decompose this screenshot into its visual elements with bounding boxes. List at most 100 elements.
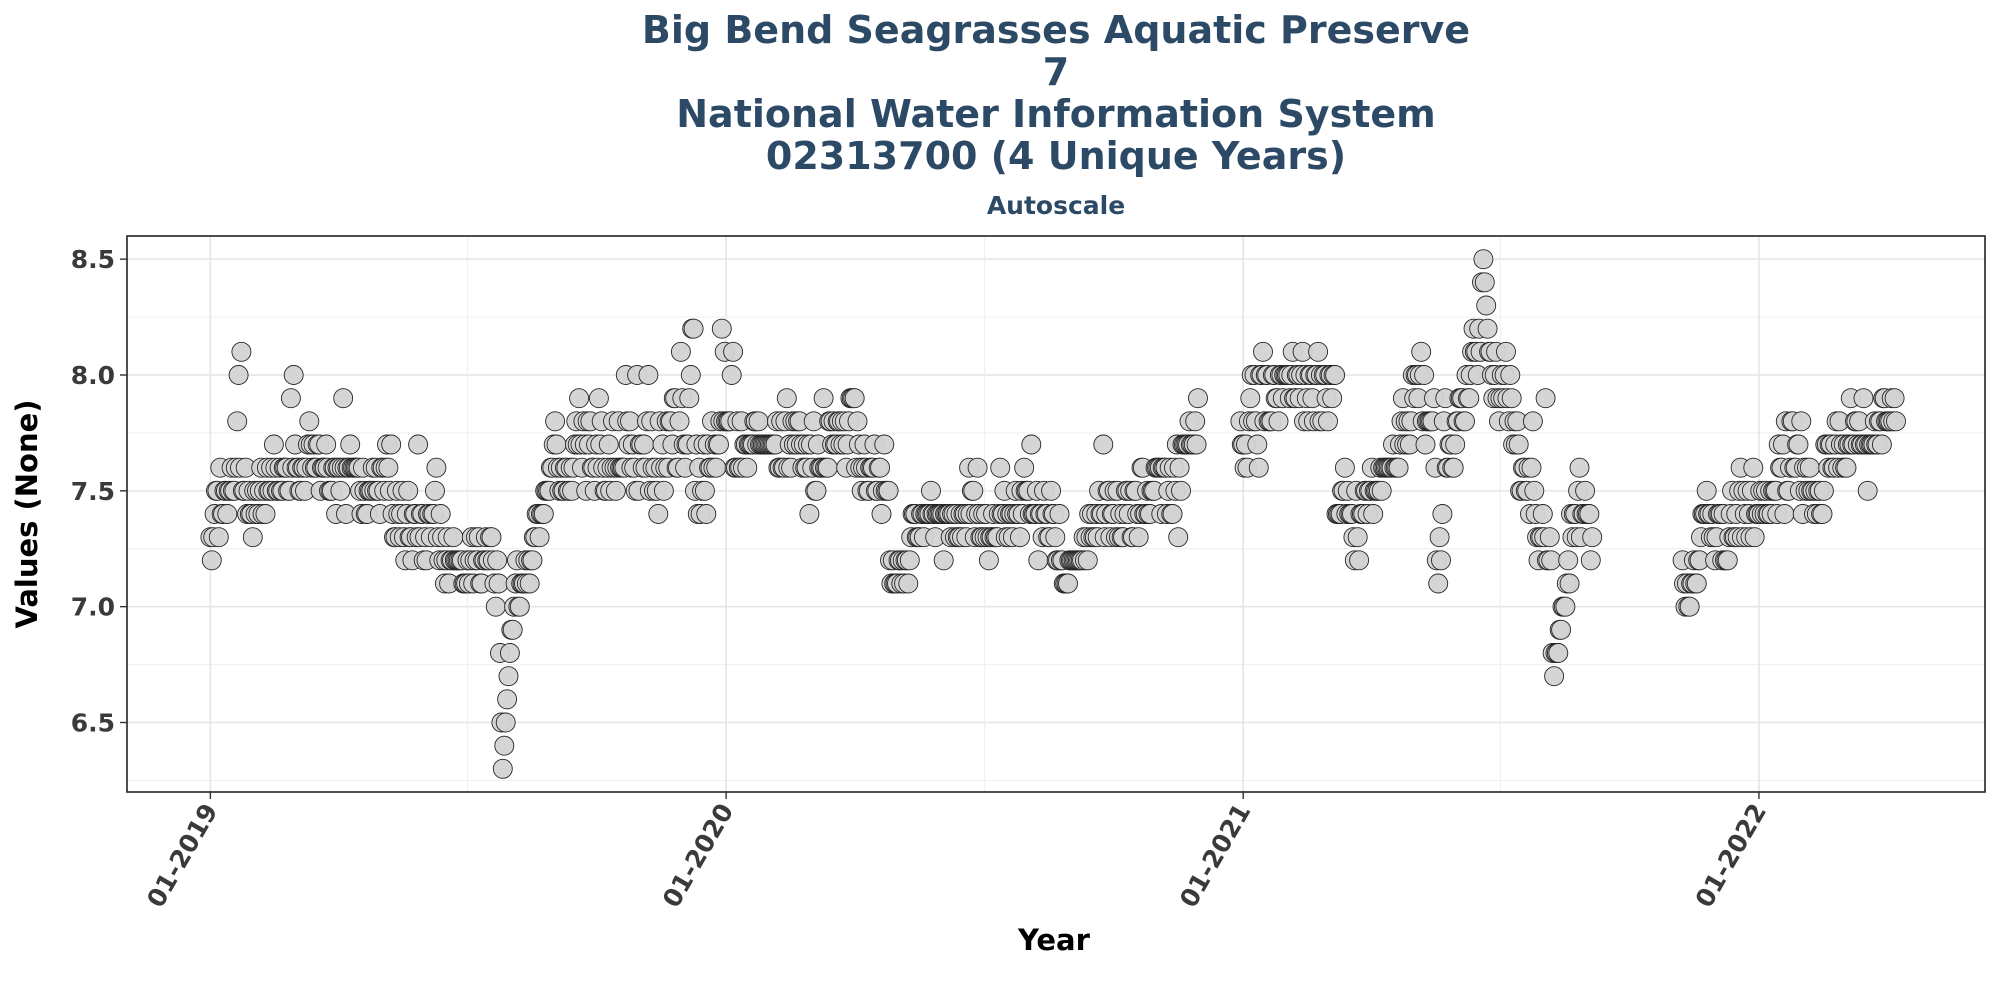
- data-point: [1428, 573, 1449, 594]
- data-point: [1371, 480, 1392, 501]
- y-tick-label: 6.5: [71, 709, 115, 738]
- data-point: [620, 411, 640, 432]
- data-point: [806, 480, 827, 501]
- data-point: [1171, 480, 1191, 501]
- data-point: [898, 573, 919, 594]
- data-point: [921, 480, 941, 501]
- data-point: [487, 550, 508, 571]
- data-point: [990, 457, 1011, 478]
- data-point: [381, 434, 402, 455]
- data-point: [721, 365, 742, 385]
- data-point: [1443, 457, 1464, 478]
- data-point: [378, 457, 399, 478]
- data-point: [1679, 596, 1700, 617]
- data-point: [1853, 388, 1874, 409]
- data-point: [425, 480, 445, 501]
- data-point: [1168, 527, 1189, 548]
- data-point: [1884, 388, 1905, 409]
- data-point: [316, 434, 337, 455]
- data-point: [847, 411, 868, 432]
- data-point: [1041, 480, 1062, 501]
- data-point: [546, 434, 567, 455]
- data-point: [1185, 411, 1206, 432]
- data-point: [638, 365, 659, 385]
- data-point: [653, 480, 674, 501]
- data-point: [871, 504, 892, 524]
- data-point: [545, 411, 566, 432]
- data-point: [680, 365, 701, 385]
- data-point: [670, 341, 691, 362]
- data-point: [481, 527, 502, 548]
- data-point: [1021, 434, 1042, 455]
- data-point: [499, 643, 520, 663]
- chart-title-line-3: National Water Information System: [676, 92, 1435, 136]
- data-point: [430, 504, 451, 524]
- data-point: [1045, 527, 1066, 548]
- data-point: [217, 504, 238, 524]
- data-point: [227, 411, 248, 432]
- data-point: [1347, 527, 1368, 548]
- data-point: [1268, 411, 1289, 432]
- data-point: [1857, 480, 1878, 501]
- data-point: [1500, 365, 1521, 385]
- data-point: [1555, 596, 1576, 617]
- data-point: [1414, 365, 1435, 385]
- data-point: [1558, 550, 1579, 571]
- data-point: [492, 758, 513, 779]
- data-point: [426, 457, 447, 478]
- data-point: [1186, 434, 1207, 455]
- data-point: [683, 318, 704, 339]
- data-point: [1559, 573, 1580, 594]
- data-point: [648, 504, 669, 524]
- data-point: [878, 480, 899, 501]
- data-point: [1431, 550, 1451, 571]
- data-point: [1058, 573, 1078, 594]
- data-point: [1548, 643, 1569, 663]
- data-point: [588, 388, 609, 409]
- data-point: [208, 527, 229, 548]
- data-point: [1128, 527, 1149, 548]
- data-points: [200, 249, 1906, 779]
- data-point: [709, 434, 729, 455]
- data-point: [1077, 550, 1098, 571]
- axes: 6.5 7.0 7.5 8.0 8.5 01-2019 01-2020 01-2021 01-2…: [71, 245, 1772, 912]
- data-point: [634, 434, 655, 455]
- data-point: [1322, 388, 1343, 409]
- y-tick-label: 8.0: [71, 361, 115, 390]
- data-point: [1579, 504, 1600, 524]
- data-point: [1188, 388, 1208, 409]
- data-point: [1496, 341, 1516, 362]
- data-point: [330, 480, 351, 501]
- data-point: [569, 388, 590, 409]
- data-point: [1474, 272, 1495, 293]
- data-point: [874, 434, 895, 455]
- data-point: [502, 619, 523, 640]
- y-tick-label: 7.0: [71, 593, 115, 622]
- data-point: [533, 504, 554, 524]
- data-point: [605, 480, 626, 501]
- data-point: [340, 434, 361, 455]
- data-point: [1813, 480, 1834, 501]
- data-point: [963, 480, 984, 501]
- data-point: [1010, 527, 1030, 548]
- data-point: [299, 411, 320, 432]
- data-point: [1744, 527, 1765, 548]
- data-point: [1253, 341, 1273, 362]
- data-point: [723, 341, 744, 362]
- x-tick-label: 01-2019: [141, 799, 223, 913]
- data-point: [509, 596, 530, 617]
- data-point: [1569, 457, 1590, 478]
- data-point: [1886, 411, 1906, 432]
- data-point: [870, 457, 891, 478]
- data-point: [485, 596, 506, 617]
- data-point: [1388, 457, 1409, 478]
- data-point: [1162, 504, 1183, 524]
- data-point: [495, 712, 516, 733]
- x-tick-label: 01-2022: [1690, 799, 1772, 913]
- data-point: [933, 550, 954, 571]
- chart-title-line-2: 7: [1043, 50, 1069, 94]
- data-point: [1696, 480, 1717, 501]
- data-point: [529, 527, 550, 548]
- data-point: [1774, 504, 1795, 524]
- data-point: [231, 341, 252, 362]
